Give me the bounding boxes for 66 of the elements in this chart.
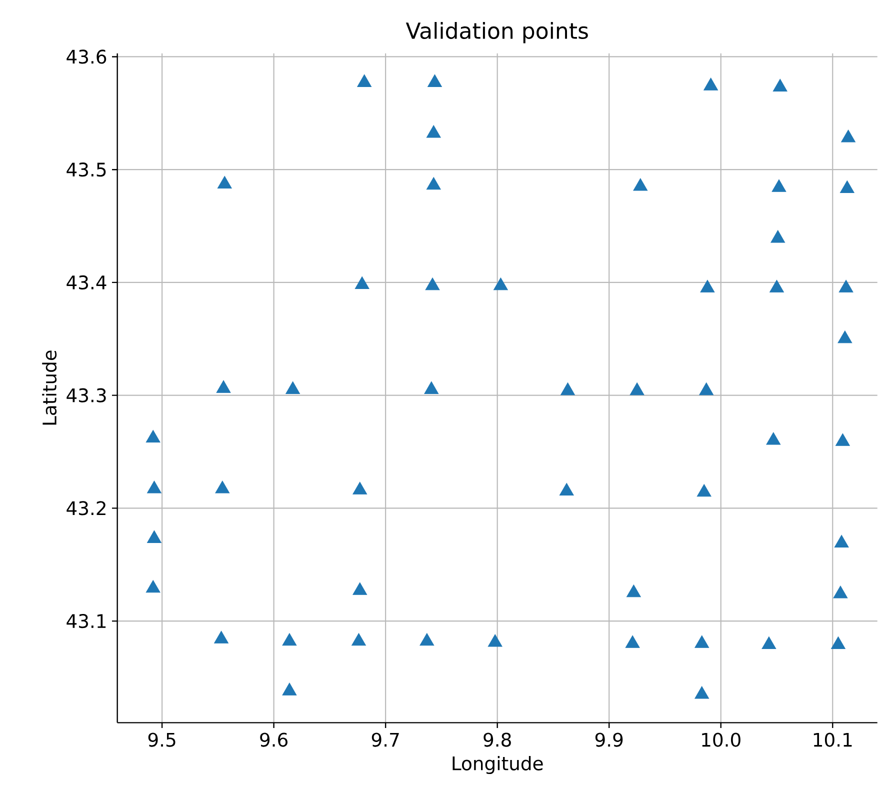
point <box>282 633 297 646</box>
x-tick-label: 10.1 <box>814 732 852 747</box>
point <box>633 178 648 191</box>
point <box>625 635 640 648</box>
y-tick-label: 43.6 <box>66 50 106 64</box>
point <box>694 686 710 699</box>
point <box>147 480 162 494</box>
point <box>766 432 781 445</box>
point <box>428 74 442 87</box>
point <box>838 330 852 344</box>
point <box>834 534 849 548</box>
point <box>286 381 300 394</box>
point <box>425 278 440 290</box>
x-tick-label: 9.6 <box>260 732 288 747</box>
point <box>426 177 441 190</box>
y-tick-label: 43.5 <box>66 162 106 177</box>
point <box>426 125 441 138</box>
point <box>424 381 439 394</box>
y-tick-label: 43.3 <box>66 388 106 402</box>
point <box>838 280 854 292</box>
point <box>559 483 574 496</box>
chart-title: Validation points <box>406 22 588 44</box>
point <box>699 382 714 396</box>
point <box>833 586 848 598</box>
point <box>626 584 641 598</box>
x-tick-label: 9.7 <box>372 732 399 747</box>
point <box>357 74 372 87</box>
point <box>215 480 230 494</box>
y-tick-label: 43.4 <box>66 275 106 290</box>
point <box>560 382 575 396</box>
point <box>630 382 644 396</box>
point <box>770 280 784 292</box>
point <box>770 230 786 243</box>
y-tick-label: 43.2 <box>66 501 106 516</box>
point <box>147 530 162 543</box>
point <box>282 682 297 696</box>
y-axis-title: Latitude <box>42 350 57 425</box>
y-tick-label: 43.1 <box>66 614 106 628</box>
point <box>146 430 160 442</box>
point <box>772 179 786 192</box>
point <box>493 278 508 290</box>
point <box>146 580 160 593</box>
point <box>420 633 434 646</box>
point <box>704 78 718 90</box>
point <box>841 130 856 142</box>
point <box>831 636 846 650</box>
point <box>772 78 788 92</box>
x-tick-label: 9.5 <box>148 732 176 747</box>
x-axis-title: Longitude <box>452 756 543 774</box>
point <box>354 276 370 289</box>
x-tick-label: 9.8 <box>484 732 511 747</box>
point <box>352 582 368 595</box>
point <box>696 484 712 497</box>
x-tick-label: 10.0 <box>702 732 740 747</box>
point <box>217 176 232 189</box>
point <box>700 280 715 292</box>
point <box>694 635 710 648</box>
x-tick-label: 9.9 <box>595 732 623 747</box>
point <box>762 636 776 650</box>
point <box>488 634 502 647</box>
point <box>352 633 366 646</box>
point <box>214 630 228 644</box>
point <box>835 433 850 446</box>
point <box>840 180 854 194</box>
point <box>216 380 231 393</box>
point <box>352 482 368 494</box>
